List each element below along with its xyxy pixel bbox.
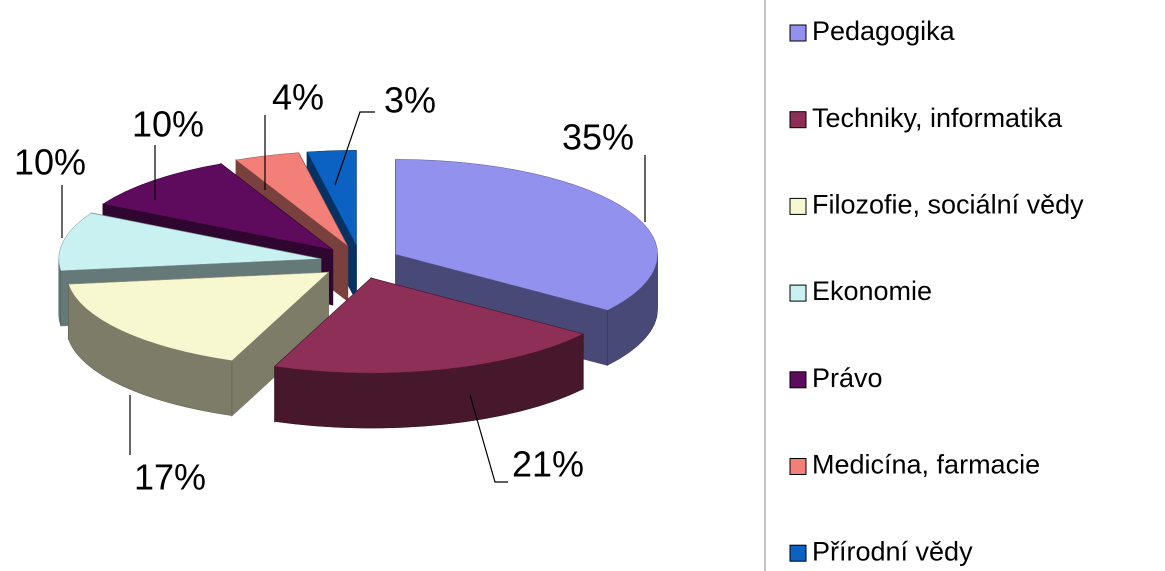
data-label: 10%: [132, 104, 204, 145]
legend-label: Přírodní vědy: [812, 536, 973, 566]
legend-swatch: [789, 24, 807, 42]
legend-swatch: [789, 111, 807, 129]
legend-swatch: [789, 197, 807, 215]
data-label: 17%: [134, 457, 206, 498]
slice-top: [102, 163, 333, 250]
slice-top: [306, 150, 357, 246]
slice-top: [274, 277, 584, 374]
leader-line: [469, 394, 508, 483]
slice: [67, 271, 330, 417]
legend-swatch: [789, 371, 807, 389]
legend-swatch: [789, 544, 807, 562]
slice: [274, 276, 584, 429]
legend-label: Ekonomie: [812, 276, 932, 306]
legend-label: Pedagogika: [812, 16, 956, 46]
slice-top: [68, 272, 330, 361]
legend-label: Právo: [812, 363, 883, 393]
data-label: 21%: [512, 444, 584, 485]
slice-top: [58, 212, 321, 272]
legend-label: Techniky, informatika: [812, 103, 1063, 133]
slice-top: [235, 152, 348, 247]
data-label: 4%: [272, 77, 324, 118]
slice-top: [395, 159, 658, 311]
data-label: 10%: [14, 142, 86, 183]
legend-label: Filozofie, sociální vědy: [812, 190, 1084, 220]
leader-line: [334, 111, 375, 186]
data-label: 35%: [562, 117, 634, 158]
legend-label: Medicína, farmacie: [812, 450, 1040, 480]
legend-swatch: [789, 284, 807, 302]
data-label: 3%: [384, 80, 436, 121]
legend-swatch: [789, 458, 807, 475]
